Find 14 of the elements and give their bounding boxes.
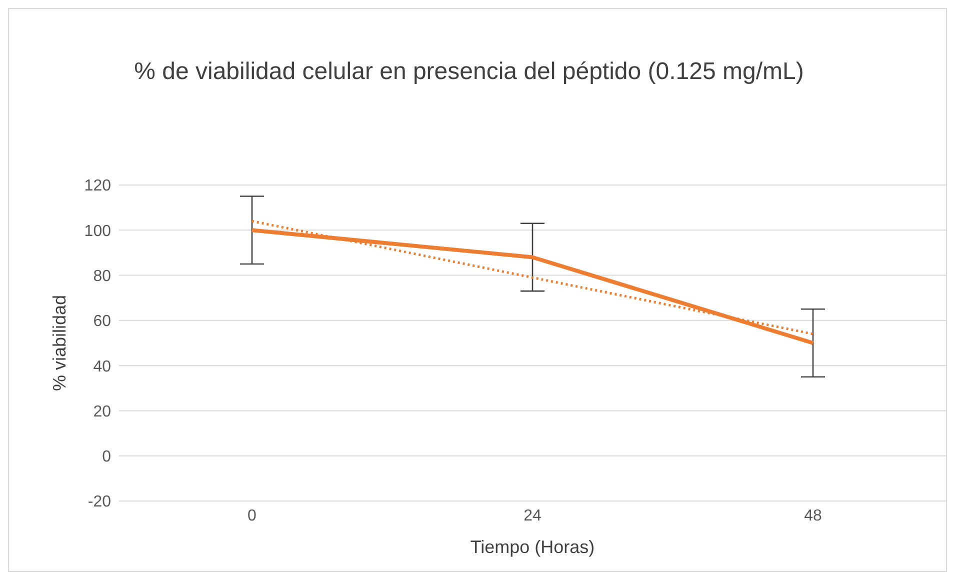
y-tick-label: 40 (93, 358, 112, 376)
chart-title: % de viabilidad celular en presencia del péptido (0.125 mg/mL) (133, 57, 805, 87)
y-tick-label: 60 (93, 313, 112, 330)
y-tick-label: 100 (84, 222, 112, 240)
x-tick-label: 0 (248, 507, 257, 524)
y-axis-title: % viabilidad (49, 294, 70, 392)
y-tick-label: 20 (93, 403, 112, 420)
y-tick-label: 0 (102, 448, 112, 466)
y-tick-label: -20 (88, 494, 112, 511)
x-tick-label: 48 (804, 507, 822, 524)
y-tick-label: 80 (93, 268, 112, 285)
y-tick-label: 120 (84, 178, 112, 195)
x-tick-label: 24 (524, 507, 542, 524)
x-axis-title: Tiempo (Horas) (470, 537, 595, 557)
